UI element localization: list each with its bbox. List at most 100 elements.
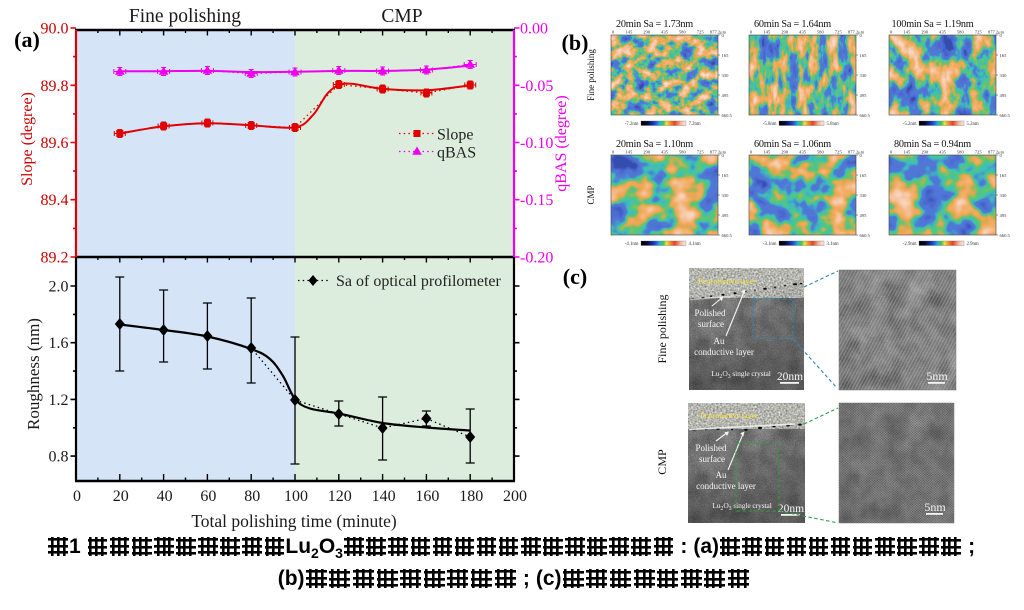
svg-text:165: 165 [1000, 173, 1008, 178]
svg-text:0: 0 [612, 30, 615, 35]
svg-text:330: 330 [1000, 193, 1008, 198]
svg-text:-3.1nm: -3.1nm [763, 242, 777, 247]
svg-text:580: 580 [957, 30, 965, 35]
svg-text:60min Sa = 1.64nm: 60min Sa = 1.64nm [754, 19, 831, 30]
svg-text:725: 725 [835, 30, 843, 35]
svg-text:Roughness (nm): Roughness (nm) [24, 318, 43, 430]
svg-text:290: 290 [781, 150, 789, 155]
svg-text:Au: Au [716, 470, 727, 480]
svg-text:0.00: 0.00 [520, 21, 548, 38]
svg-text:165: 165 [860, 173, 868, 178]
svg-text:40: 40 [157, 488, 173, 505]
svg-text:290: 290 [643, 30, 651, 35]
svg-text:660.5: 660.5 [860, 113, 871, 118]
svg-text:Fine polishing: Fine polishing [655, 294, 669, 363]
svg-text:140: 140 [372, 488, 396, 505]
svg-text:Total polishing time (minute): Total polishing time (minute) [191, 511, 397, 531]
svg-text:877.2μm: 877.2μm [988, 30, 1005, 35]
svg-text:Sa of optical profilometer: Sa of optical profilometer [336, 273, 502, 290]
svg-text:0.8: 0.8 [49, 449, 69, 466]
svg-text:-7.2nm: -7.2nm [625, 122, 639, 127]
svg-text:290: 290 [921, 150, 929, 155]
svg-text:435: 435 [939, 150, 947, 155]
svg-text:0: 0 [1000, 33, 1003, 38]
svg-text:2.9nm: 2.9nm [967, 242, 979, 247]
svg-text:877.2μm: 877.2μm [710, 150, 727, 155]
svg-text:3.1nm: 3.1nm [827, 242, 839, 247]
svg-text:CMP: CMP [655, 449, 669, 475]
svg-text:-5.8nm: -5.8nm [763, 122, 777, 127]
svg-text:-5.2nm: -5.2nm [903, 122, 917, 127]
svg-text:20nm: 20nm [778, 503, 804, 515]
svg-text:20min Sa = 1.10nm: 20min Sa = 1.10nm [616, 139, 693, 150]
svg-text:330: 330 [722, 193, 730, 198]
svg-text:877.2μm: 877.2μm [988, 150, 1005, 155]
svg-text:0: 0 [860, 153, 863, 158]
svg-text:330: 330 [1000, 73, 1008, 78]
svg-text:Pt protective layer: Pt protective layer [700, 411, 758, 420]
svg-text:0: 0 [722, 33, 725, 38]
svg-text:Slope: Slope [437, 127, 473, 144]
svg-text:200: 200 [503, 488, 527, 505]
svg-text:100: 100 [284, 488, 308, 505]
svg-text:435: 435 [661, 150, 669, 155]
svg-text:(c): (c) [563, 264, 587, 289]
svg-text:290: 290 [921, 30, 929, 35]
svg-text:580: 580 [679, 30, 687, 35]
svg-text:725: 725 [697, 30, 705, 35]
svg-text:20: 20 [113, 488, 129, 505]
svg-text:165: 165 [860, 53, 868, 58]
svg-text:580: 580 [679, 150, 687, 155]
svg-text:Lu2O3 single crystal: Lu2O3 single crystal [711, 369, 770, 380]
svg-text:165: 165 [722, 53, 730, 58]
svg-text:2.0: 2.0 [49, 279, 69, 296]
svg-text:160: 160 [415, 488, 439, 505]
svg-text:0: 0 [1000, 153, 1003, 158]
svg-text:0: 0 [750, 150, 753, 155]
svg-text:(a): (a) [14, 27, 40, 52]
svg-text:165: 165 [1000, 53, 1008, 58]
svg-text:330: 330 [860, 193, 868, 198]
svg-text:495: 495 [722, 93, 730, 98]
svg-text:100min Sa = 1.19nm: 100min Sa = 1.19nm [892, 19, 974, 30]
svg-text:4.1nm: 4.1nm [689, 242, 701, 247]
svg-text:660.5: 660.5 [1000, 233, 1011, 238]
svg-text:Fine polishing: Fine polishing [129, 6, 241, 27]
svg-text:495: 495 [1000, 93, 1008, 98]
svg-text:145: 145 [625, 30, 633, 35]
svg-text:725: 725 [835, 150, 843, 155]
svg-text:conductive layer: conductive layer [694, 347, 754, 357]
svg-text:495: 495 [722, 213, 730, 218]
svg-text:(b): (b) [562, 30, 589, 55]
svg-text:0: 0 [890, 150, 893, 155]
svg-text:0: 0 [73, 488, 81, 505]
svg-text:877.2μm: 877.2μm [848, 150, 865, 155]
svg-text:-4.1nm: -4.1nm [625, 242, 639, 247]
svg-text:580: 580 [817, 150, 825, 155]
svg-text:89.6: 89.6 [41, 135, 69, 152]
svg-text:Fine polishing: Fine polishing [586, 49, 596, 101]
svg-text:-2.9nm: -2.9nm [903, 242, 917, 247]
svg-text:60min Sa = 1.06nm: 60min Sa = 1.06nm [754, 139, 831, 150]
svg-text:surface: surface [699, 454, 725, 464]
svg-text:495: 495 [860, 93, 868, 98]
svg-text:877.2μm: 877.2μm [710, 30, 727, 35]
svg-text:1.6: 1.6 [49, 335, 69, 352]
svg-text:Polished: Polished [695, 443, 727, 453]
svg-text:-0.15: -0.15 [520, 192, 553, 209]
svg-text:660.5: 660.5 [722, 233, 733, 238]
svg-text:7.2nm: 7.2nm [689, 122, 701, 127]
svg-text:20nm: 20nm [777, 371, 803, 383]
svg-text:145: 145 [763, 150, 771, 155]
svg-text:5.2nm: 5.2nm [967, 122, 979, 127]
svg-text:0: 0 [860, 33, 863, 38]
svg-text:Pt protective layer: Pt protective layer [698, 277, 756, 286]
svg-text:145: 145 [903, 150, 911, 155]
svg-text:20min Sa = 1.73nm: 20min Sa = 1.73nm [616, 19, 693, 30]
svg-text:580: 580 [957, 150, 965, 155]
svg-text:89.2: 89.2 [41, 250, 69, 267]
svg-text:435: 435 [799, 150, 807, 155]
svg-text:330: 330 [860, 73, 868, 78]
svg-text:-0.20: -0.20 [520, 250, 553, 267]
svg-text:qBAS (degree): qBAS (degree) [553, 95, 570, 191]
